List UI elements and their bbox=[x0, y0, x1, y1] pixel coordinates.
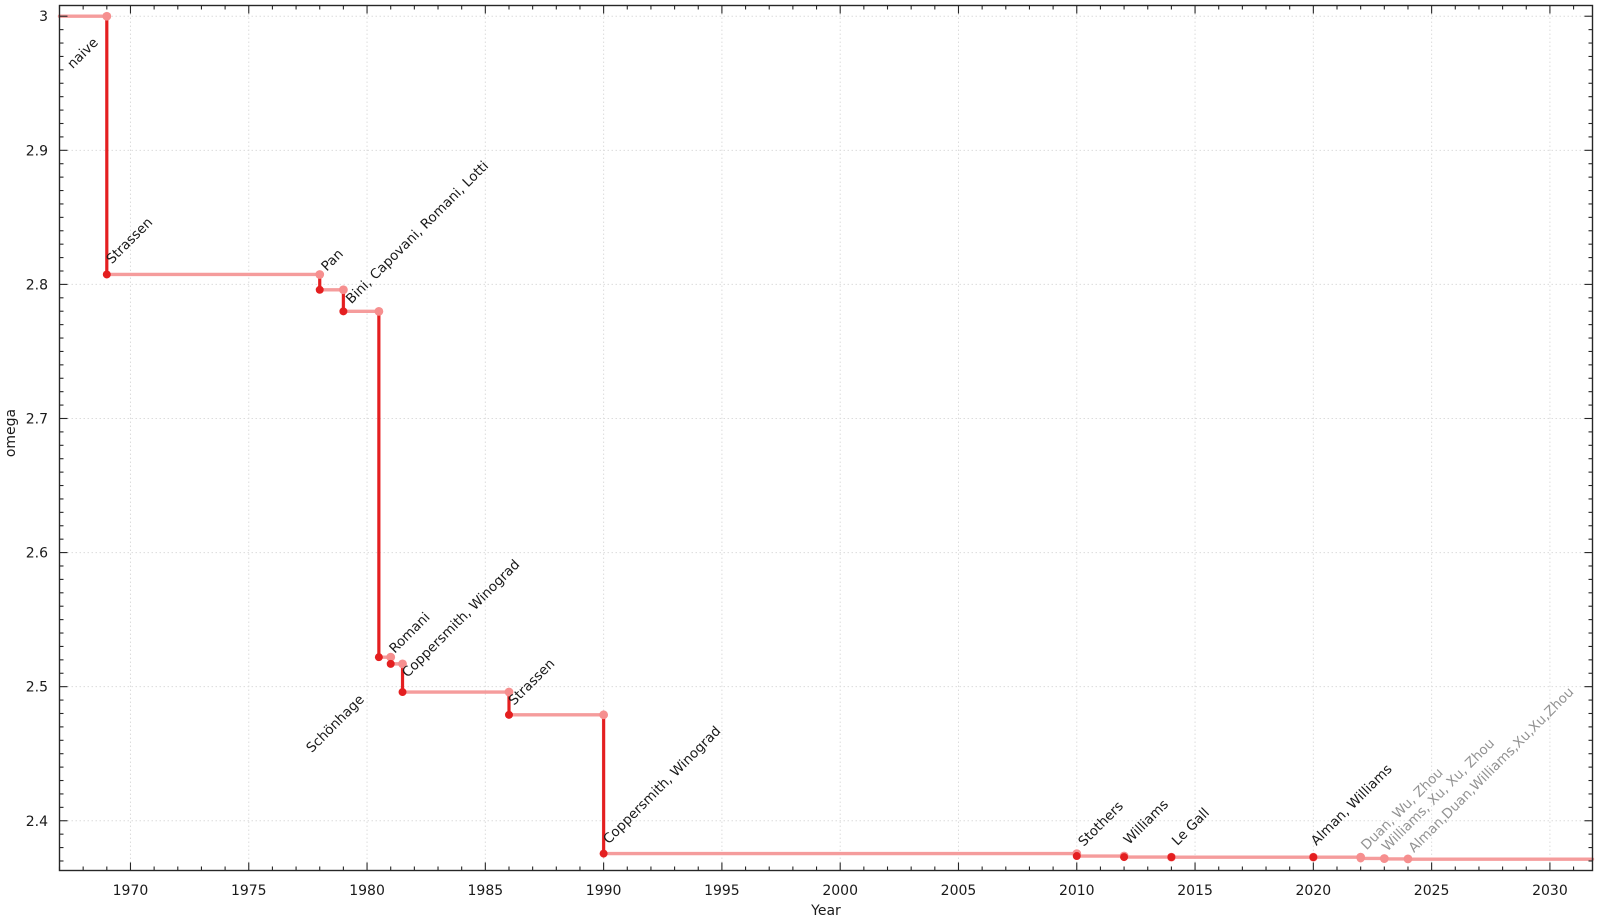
annotation-naive: naive bbox=[64, 35, 101, 72]
corner-dot bbox=[374, 306, 384, 316]
x-tick-label: 1990 bbox=[586, 883, 622, 899]
y-tick-label: 2.7 bbox=[26, 411, 48, 427]
y-tick-label: 2.8 bbox=[26, 277, 48, 293]
annotation-sch-nhage: Schönhage bbox=[303, 692, 367, 756]
corner-dot bbox=[599, 710, 609, 720]
x-tick-label: 2030 bbox=[1532, 883, 1568, 899]
annotation-coppersmith-winograd: Coppersmith, Winograd bbox=[600, 723, 724, 847]
y-tick-label: 3 bbox=[39, 9, 48, 25]
omega-series bbox=[57, 11, 1595, 864]
data-point-dot bbox=[1356, 854, 1365, 863]
data-point-dot bbox=[599, 849, 608, 858]
tick-labels: 1970 1975 1980 1985 1990 1995 2000 2005 2010 2015… bbox=[26, 9, 1568, 899]
corner-dot bbox=[102, 11, 112, 21]
data-point-dot bbox=[1380, 854, 1389, 863]
y-tick-label: 2.6 bbox=[26, 546, 48, 562]
annotation-bini-capovani-romani-lotti: Bini, Capovani, Romani, Lotti bbox=[343, 158, 492, 307]
annotation-strassen: Strassen bbox=[103, 215, 156, 268]
annotation-strassen: Strassen bbox=[506, 656, 559, 709]
y-tick-label: 2.4 bbox=[26, 814, 48, 830]
annotation-williams: Williams bbox=[1121, 797, 1172, 848]
x-tick-label: 2015 bbox=[1177, 883, 1213, 899]
data-point-dot bbox=[1072, 852, 1081, 861]
x-tick-label: 2010 bbox=[1059, 883, 1095, 899]
corner-dot bbox=[398, 659, 407, 669]
data-point-dot bbox=[339, 307, 348, 316]
corner-dot bbox=[315, 270, 325, 279]
data-point-dot bbox=[102, 270, 111, 279]
x-tick-label: 1980 bbox=[349, 883, 385, 899]
x-tick-label: 2020 bbox=[1296, 883, 1332, 899]
corner-dot bbox=[338, 285, 348, 295]
annotation-le-gall: Le Gall bbox=[1169, 805, 1213, 849]
data-point-dot bbox=[386, 659, 395, 668]
gridlines bbox=[59, 5, 1593, 871]
y-tick-label: 2.9 bbox=[26, 143, 48, 159]
y-axis-title: omega bbox=[3, 409, 19, 457]
data-point-dot bbox=[1120, 853, 1129, 862]
x-tick-label: 2025 bbox=[1414, 883, 1450, 899]
omega-step-line bbox=[57, 14, 1595, 861]
plot-border bbox=[58, 4, 1594, 872]
x-tick-label: 2005 bbox=[941, 883, 977, 899]
x-tick-label: 1985 bbox=[468, 883, 504, 899]
data-point-dot bbox=[315, 285, 324, 294]
annotation-williams-xu-xu-zhou: Williams, Xu, Xu, Zhou bbox=[1379, 736, 1498, 855]
corner-dot bbox=[386, 652, 396, 662]
x-tick-label: 2000 bbox=[822, 883, 858, 899]
x-tick-label: 1975 bbox=[231, 883, 267, 899]
data-point-dot bbox=[374, 653, 383, 662]
data-point-dot bbox=[1309, 853, 1318, 862]
data-point-dot bbox=[398, 688, 407, 697]
corner-dot bbox=[504, 687, 514, 697]
data-point-dot bbox=[504, 710, 513, 719]
x-axis-title: Year bbox=[810, 903, 841, 919]
annotation-stothers: Stothers bbox=[1075, 798, 1127, 850]
x-tick-label: 1995 bbox=[704, 883, 740, 899]
y-tick-label: 2.5 bbox=[26, 680, 48, 696]
data-point-dot bbox=[1167, 853, 1176, 862]
annotation-pan: Pan bbox=[318, 246, 347, 275]
x-tick-label: 1970 bbox=[113, 883, 149, 899]
data-point-dot bbox=[1403, 855, 1412, 864]
axes-and-ticks bbox=[58, 4, 1594, 872]
